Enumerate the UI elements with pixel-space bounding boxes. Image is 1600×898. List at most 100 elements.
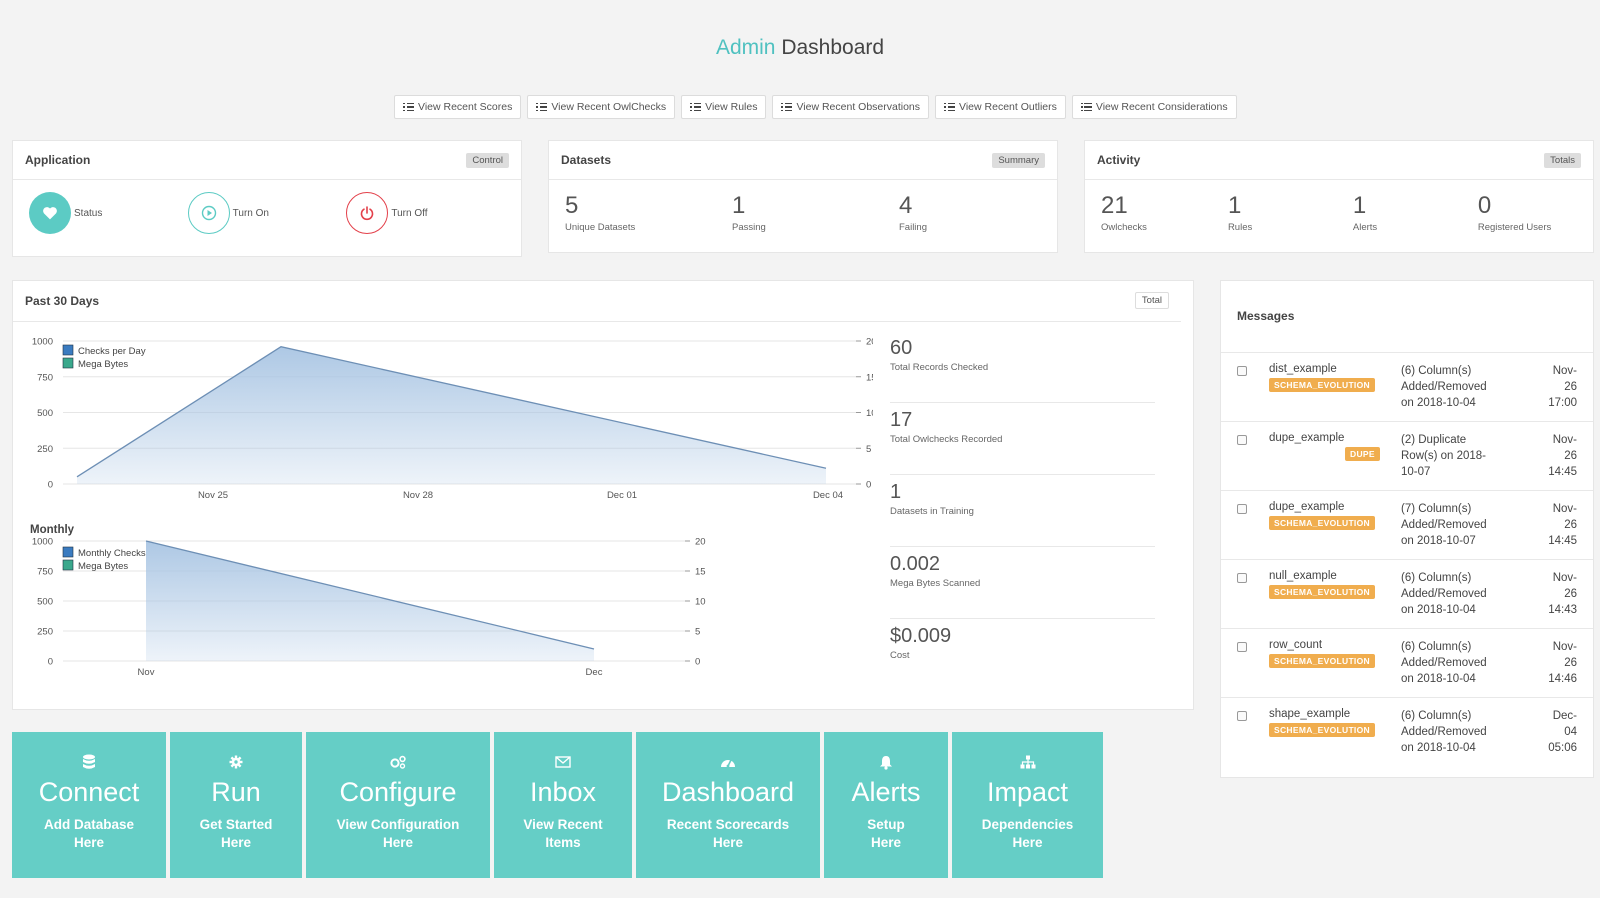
status-label: Status: [74, 207, 103, 219]
x-tick-label: Nov: [138, 667, 155, 678]
message-badge: SCHEMA_EVOLUTION: [1269, 516, 1375, 530]
time-line: 26: [1564, 588, 1577, 600]
turn-on-button[interactable]: Turn On: [187, 192, 347, 234]
message-description: (6) Column(s) Added/Removed on 2018-10-04: [1401, 708, 1511, 756]
message-dataset-link[interactable]: dupe_example: [1269, 501, 1345, 513]
dashboard-tile[interactable]: Dashboard Recent Scorecards Here: [636, 732, 820, 878]
tile-sub-line: Recent Scorecards: [666, 817, 790, 832]
owlchecks-stat: 21 Owlchecks: [1101, 192, 1228, 233]
y-tick-label: 0: [48, 480, 53, 491]
legend-swatch: [62, 559, 74, 571]
message-dataset-link[interactable]: dupe_example: [1269, 432, 1345, 444]
message-checkbox[interactable]: [1237, 711, 1247, 721]
desc-line: Added/Removed: [1401, 657, 1487, 669]
y2-tick-label: 10: [866, 408, 873, 419]
message-row: dist_example SCHEMA_EVOLUTION (6) Column…: [1221, 353, 1593, 422]
connect-tile[interactable]: Connect Add Database Here: [12, 732, 166, 878]
x-tick-label: Nov 25: [198, 490, 228, 501]
cost-stat: $0.009 Cost: [890, 619, 1155, 691]
status-control[interactable]: Status: [29, 192, 188, 234]
list-icon: [781, 102, 793, 112]
message-row: row_count SCHEMA_EVOLUTION (6) Column(s)…: [1221, 629, 1593, 698]
time-line: Nov-: [1552, 434, 1577, 446]
page-title: Admin Dashboard: [0, 36, 1600, 60]
message-dataset-link[interactable]: shape_example: [1269, 708, 1351, 720]
tile-title: Inbox: [529, 777, 597, 807]
mega-bytes-scanned-stat: 0.002 Mega Bytes Scanned: [890, 547, 1155, 619]
y2-tick-label: 0: [695, 657, 700, 668]
past-30-days-panel: Past 30 Days Total 025050075010000510152…: [12, 280, 1194, 710]
time-line: 26: [1564, 450, 1577, 462]
impact-tile[interactable]: Impact Dependencies Here: [952, 732, 1103, 878]
activity-panel: Activity Totals 21 Owlchecks 1 Rules 1 Aler…: [1084, 140, 1594, 253]
message-dataset-link[interactable]: dist_example: [1269, 363, 1337, 375]
message-checkbox[interactable]: [1237, 435, 1247, 445]
message-row: shape_example SCHEMA_EVOLUTION (6) Colum…: [1221, 698, 1593, 767]
stat-label: Unique Datasets: [565, 222, 636, 233]
nav-label: View Recent Scores: [418, 101, 513, 113]
tile-title: Dashboard: [661, 777, 795, 807]
x-tick-label: Nov 28: [403, 490, 433, 501]
message-checkbox[interactable]: [1237, 504, 1247, 514]
view-recent-owlchecks-button[interactable]: View Recent OwlChecks: [527, 95, 676, 119]
stat-label: Failing: [899, 222, 927, 233]
messages-panel: Messages dist_example SCHEMA_EVOLUTION (…: [1220, 280, 1594, 778]
x-tick-label: Dec: [586, 667, 603, 678]
nav-label: View Rules: [705, 101, 758, 113]
application-panel: Application Control Status Turn On Turn …: [12, 140, 522, 257]
run-tile[interactable]: Run Get Started Here: [170, 732, 302, 878]
message-dataset-link[interactable]: row_count: [1269, 639, 1323, 651]
message-checkbox[interactable]: [1237, 366, 1247, 376]
view-recent-scores-button[interactable]: View Recent Scores: [394, 95, 522, 119]
stat-label: Rules: [1227, 222, 1253, 233]
desc-line: Added/Removed: [1401, 726, 1487, 738]
stat-label: Alerts: [1352, 222, 1378, 233]
message-badge: SCHEMA_EVOLUTION: [1269, 378, 1375, 392]
message-description: (7) Column(s) Added/Removed on 2018-10-07: [1401, 501, 1511, 549]
tile-sub-line: Here: [220, 835, 252, 850]
time-line: Nov-: [1552, 641, 1577, 653]
message-checkbox[interactable]: [1237, 573, 1247, 583]
stat-label: Total Records Checked: [890, 362, 989, 373]
view-recent-considerations-button[interactable]: View Recent Considerations: [1071, 95, 1237, 119]
list-icon: [690, 102, 702, 112]
stat-label: Mega Bytes Scanned: [890, 578, 981, 589]
daily-checks-chart: 0 250 500 750 1000 0 5 10 15 20 Nov 25 Nov 28 Dec 01…: [32, 337, 873, 502]
inbox-tile[interactable]: Inbox View Recent Items: [494, 732, 632, 878]
series-line: [145, 540, 595, 650]
y-tick-label: 750: [37, 567, 53, 578]
legend-label: Mega Bytes: [78, 561, 128, 572]
tile-subtitle: Setup Here: [867, 816, 905, 852]
time-line: Dec-: [1552, 710, 1577, 722]
tile-subtitle: View Recent Items: [523, 816, 602, 852]
datasets-in-training-stat: 1 Datasets in Training: [890, 475, 1155, 547]
configure-tile[interactable]: Configure View Configuration Here: [306, 732, 490, 878]
view-recent-observations-button[interactable]: View Recent Observations: [772, 95, 930, 119]
time-line: Nov-: [1552, 572, 1577, 584]
message-dataset-link[interactable]: null_example: [1269, 570, 1337, 582]
message-badge: SCHEMA_EVOLUTION: [1269, 585, 1375, 599]
message-badge: DUPE: [1345, 447, 1380, 461]
legend-swatch: [62, 546, 74, 558]
list-icon: [1080, 102, 1092, 112]
desc-line: (6) Column(s): [1401, 572, 1472, 584]
alerts-tile[interactable]: Alerts Setup Here: [824, 732, 948, 878]
desc-line: (6) Column(s): [1401, 641, 1472, 653]
message-row: null_example SCHEMA_EVOLUTION (6) Column…: [1221, 560, 1593, 629]
view-rules-button[interactable]: View Rules: [681, 95, 767, 119]
nav-label: View Recent Observations: [796, 101, 921, 113]
tile-sub-line: Here: [382, 835, 413, 850]
desc-line: Added/Removed: [1401, 519, 1487, 531]
x-tick-label: Dec 04: [813, 490, 843, 501]
list-icon: [536, 102, 548, 112]
tile-title: Run: [211, 777, 261, 807]
turn-on-label: Turn On: [232, 207, 269, 219]
header-divider: [13, 321, 1181, 322]
monthly-checks-chart: 0 250 500 750 1000 0 5 10 15 20 Nov Dec Monthly Chec…: [32, 537, 706, 679]
message-checkbox[interactable]: [1237, 642, 1247, 652]
series-area-fill: [146, 541, 594, 661]
turn-off-button[interactable]: Turn Off: [346, 192, 505, 234]
desc-line: 10-07: [1401, 466, 1431, 478]
view-recent-outliers-button[interactable]: View Recent Outliers: [935, 95, 1066, 119]
legend-label: Monthly Checks: [78, 548, 146, 559]
